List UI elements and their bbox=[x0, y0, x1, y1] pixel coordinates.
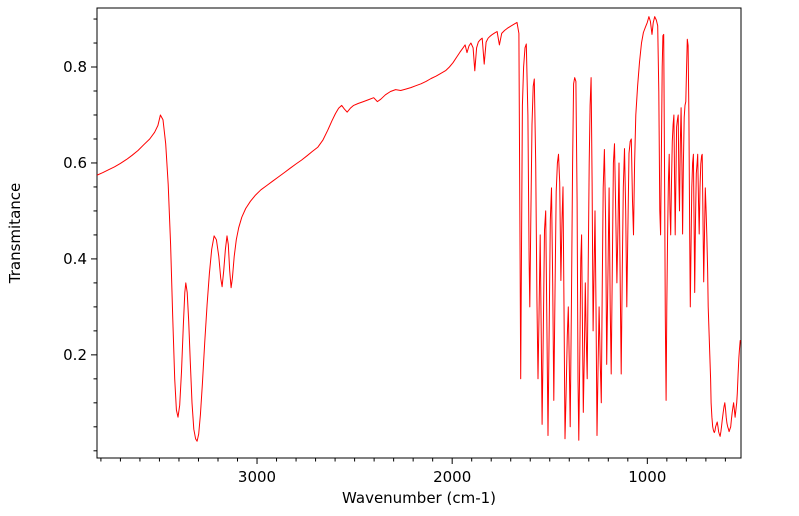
x-tick-label: 3000 bbox=[238, 468, 276, 486]
plot-border bbox=[96, 7, 742, 459]
x-tick-label: 2000 bbox=[433, 468, 471, 486]
x-tick-label: 1000 bbox=[628, 468, 666, 486]
y-axis-label: Transmitance bbox=[6, 183, 24, 284]
axis-tick-labels: 3000 2000 1000 0.2 0.4 0.6 0.8 bbox=[63, 58, 666, 486]
spectrum-line bbox=[96, 16, 741, 442]
y-tick-label: 0.4 bbox=[63, 250, 87, 268]
y-tick-label: 0.2 bbox=[63, 346, 87, 364]
y-tick-label: 0.6 bbox=[63, 154, 87, 172]
x-axis-label: Wavenumber (cm-1) bbox=[342, 489, 496, 507]
y-tick-label: 0.8 bbox=[63, 58, 87, 76]
axis-ticks bbox=[91, 18, 726, 464]
